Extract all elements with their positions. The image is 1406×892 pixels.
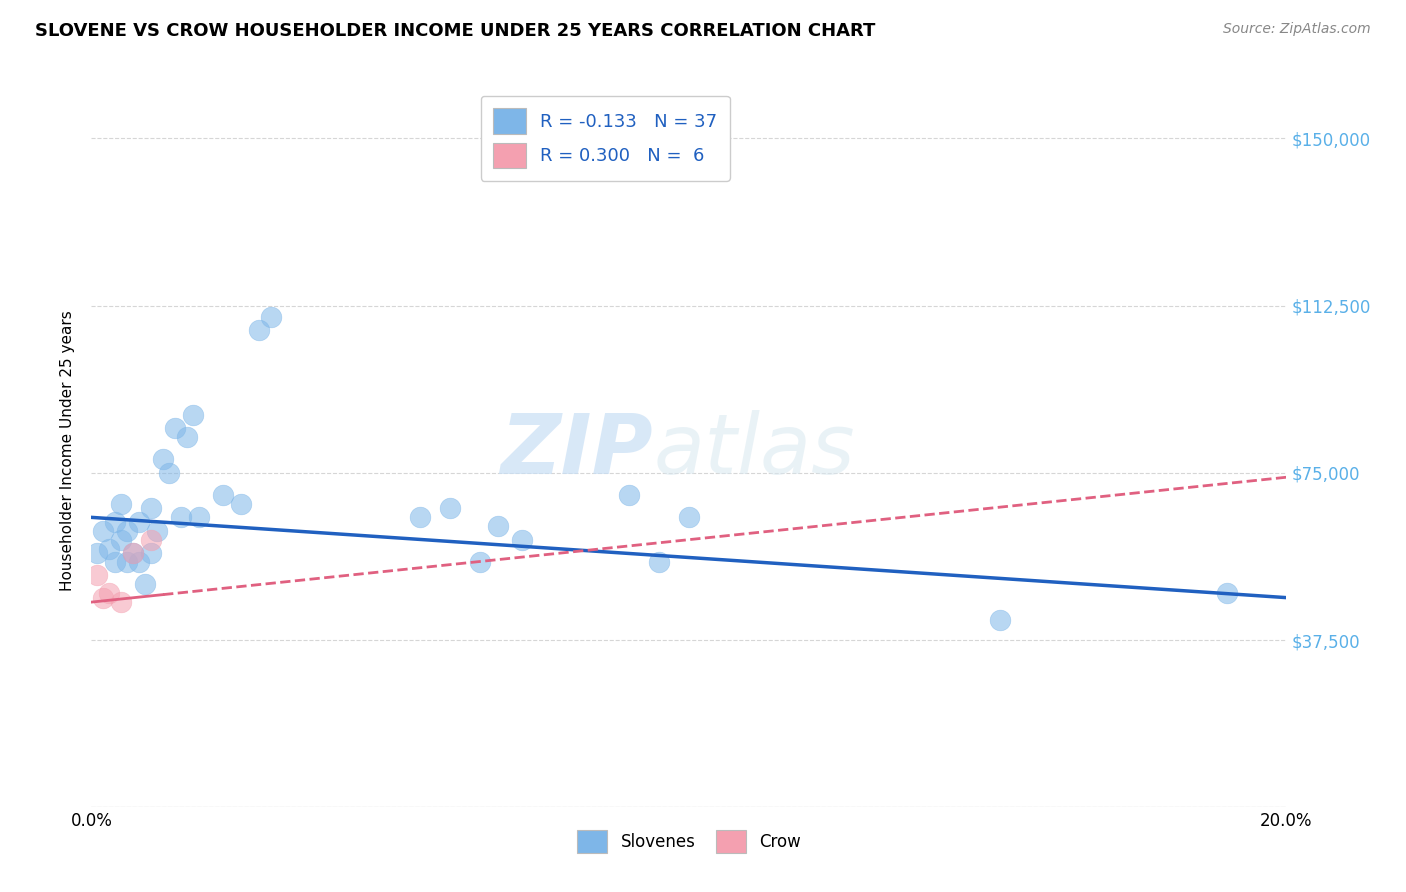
- Y-axis label: Householder Income Under 25 years: Householder Income Under 25 years: [60, 310, 76, 591]
- Text: Source: ZipAtlas.com: Source: ZipAtlas.com: [1223, 22, 1371, 37]
- Point: [141, 501, 163, 516]
- Point: [409, 510, 432, 524]
- Point: [141, 533, 163, 547]
- Point: [122, 546, 145, 560]
- Point: [128, 515, 150, 529]
- Point: [648, 555, 671, 569]
- Text: SLOVENE VS CROW HOUSEHOLDER INCOME UNDER 25 YEARS CORRELATION CHART: SLOVENE VS CROW HOUSEHOLDER INCOME UNDER…: [35, 22, 876, 40]
- Point: [98, 541, 121, 556]
- Point: [988, 613, 1011, 627]
- Point: [86, 546, 108, 560]
- Point: [188, 510, 211, 524]
- Text: ZIP: ZIP: [501, 410, 652, 491]
- Point: [152, 452, 174, 467]
- Point: [110, 497, 132, 511]
- Point: [110, 595, 132, 609]
- Legend: Slovenes, Crow: Slovenes, Crow: [567, 820, 811, 863]
- Point: [86, 568, 108, 582]
- Point: [510, 533, 533, 547]
- Point: [122, 546, 145, 560]
- Point: [93, 591, 115, 605]
- Point: [146, 524, 169, 538]
- Point: [678, 510, 700, 524]
- Point: [134, 577, 156, 591]
- Point: [1216, 586, 1239, 600]
- Point: [211, 488, 233, 502]
- Point: [110, 533, 132, 547]
- Point: [157, 466, 180, 480]
- Point: [619, 488, 641, 502]
- Point: [176, 430, 198, 444]
- Text: atlas: atlas: [652, 410, 855, 491]
- Point: [141, 546, 163, 560]
- Point: [93, 524, 115, 538]
- Point: [439, 501, 461, 516]
- Point: [104, 515, 127, 529]
- Point: [128, 555, 150, 569]
- Point: [468, 555, 491, 569]
- Point: [247, 323, 270, 337]
- Point: [229, 497, 252, 511]
- Point: [170, 510, 193, 524]
- Point: [98, 586, 121, 600]
- Point: [181, 408, 204, 422]
- Point: [115, 524, 138, 538]
- Point: [115, 555, 138, 569]
- Point: [163, 421, 186, 435]
- Point: [486, 519, 509, 533]
- Point: [259, 310, 281, 324]
- Point: [104, 555, 127, 569]
